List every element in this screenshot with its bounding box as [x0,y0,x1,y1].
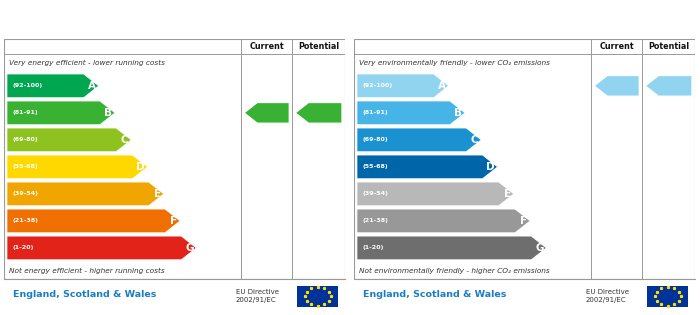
Text: Not environmentally friendly - higher CO₂ emissions: Not environmentally friendly - higher CO… [359,267,550,273]
Text: A: A [438,81,446,91]
Polygon shape [295,103,342,123]
Text: E: E [154,189,161,199]
Polygon shape [244,103,289,123]
Polygon shape [7,155,148,179]
Text: Current: Current [249,42,284,51]
Text: Not energy efficient - higher running costs: Not energy efficient - higher running co… [9,267,165,273]
Text: Potential: Potential [298,42,340,51]
Polygon shape [357,182,514,206]
Text: 87: 87 [475,108,489,118]
Polygon shape [594,76,639,96]
Text: (1-20): (1-20) [362,245,384,250]
Text: G: G [536,243,544,253]
Polygon shape [7,209,180,233]
Text: Environmental Impact (CO₂) Rating: Environmental Impact (CO₂) Rating [363,15,589,25]
Bar [648,286,688,307]
Text: England, Scotland & Wales: England, Scotland & Wales [13,290,156,299]
Polygon shape [7,182,164,206]
Text: (21-38): (21-38) [362,218,388,223]
Polygon shape [357,236,547,260]
Text: F: F [170,216,177,226]
Polygon shape [357,128,482,152]
Bar [298,286,338,307]
Polygon shape [645,76,692,96]
Text: EU Directive
2002/91/EC: EU Directive 2002/91/EC [236,289,279,303]
Text: Potential: Potential [648,42,690,51]
Text: EU Directive
2002/91/EC: EU Directive 2002/91/EC [586,289,629,303]
Text: (92-100): (92-100) [12,83,42,88]
Text: (81-91): (81-91) [362,110,388,115]
Text: F: F [520,216,527,226]
Text: (69-80): (69-80) [12,137,38,142]
Text: 87: 87 [398,108,412,118]
Text: (81-91): (81-91) [12,110,38,115]
Text: Very energy efficient - lower running costs: Very energy efficient - lower running co… [9,60,165,66]
Polygon shape [7,128,132,152]
Text: England, Scotland & Wales: England, Scotland & Wales [363,290,506,299]
Polygon shape [7,101,115,125]
Text: (69-80): (69-80) [362,137,388,142]
Text: (21-38): (21-38) [12,218,38,223]
Text: Energy Efficiency Rating: Energy Efficiency Rating [13,15,171,25]
Polygon shape [357,155,498,179]
Text: C: C [471,135,479,145]
Text: Current: Current [599,42,634,51]
Polygon shape [357,209,530,233]
Text: (55-68): (55-68) [12,164,38,169]
Text: A: A [88,81,96,91]
Text: E: E [504,189,511,199]
Text: B: B [454,108,462,118]
Polygon shape [357,74,449,98]
Polygon shape [7,236,197,260]
Text: D: D [136,162,145,172]
Text: B: B [104,108,112,118]
Text: Very environmentally friendly - lower CO₂ emissions: Very environmentally friendly - lower CO… [359,60,550,66]
Text: (39-54): (39-54) [362,192,388,196]
Text: C: C [121,135,129,145]
Text: (39-54): (39-54) [12,192,38,196]
Text: D: D [486,162,495,172]
Text: G: G [186,243,194,253]
Text: (1-20): (1-20) [12,245,34,250]
Polygon shape [357,101,465,125]
Text: (92-100): (92-100) [362,83,392,88]
Polygon shape [7,74,99,98]
Text: (55-68): (55-68) [362,164,388,169]
